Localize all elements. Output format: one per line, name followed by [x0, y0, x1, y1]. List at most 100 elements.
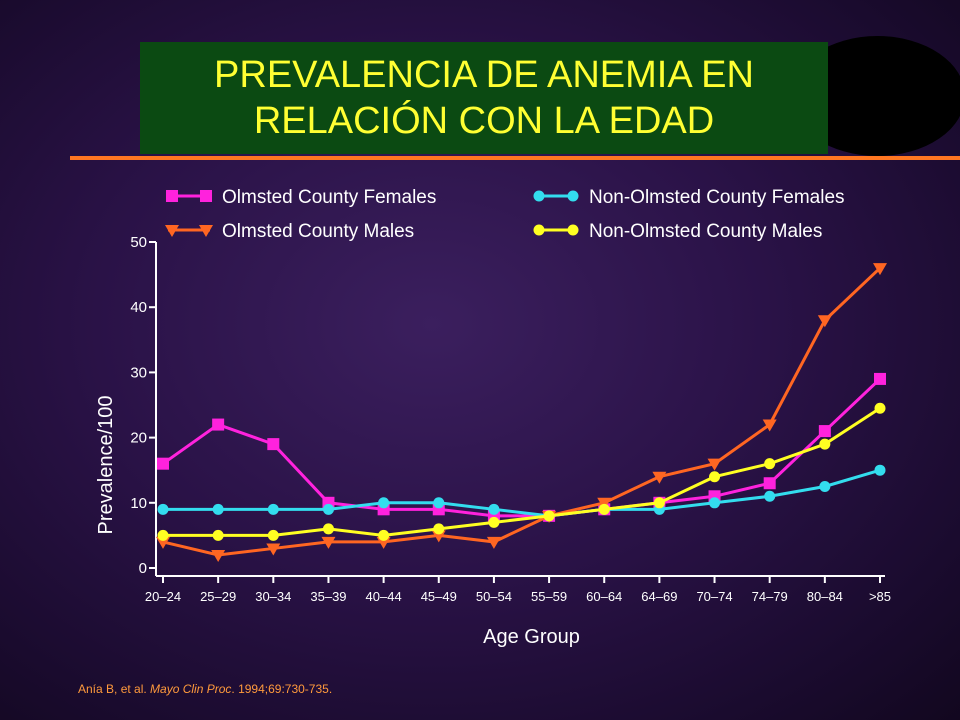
chart-axes: 0 10 20 30 40 50 20–24 25–29 30–34 35–39 40–44 45–4… — [95, 234, 891, 648]
citation-suffix: . 1994;69:730-735. — [231, 682, 333, 696]
series-non-olmsted-county-females — [157, 464, 886, 522]
x-tick-label: 50–54 — [476, 589, 512, 604]
data-point — [873, 263, 887, 276]
data-point — [764, 458, 776, 470]
series-olmsted-county-females — [157, 372, 886, 522]
x-tick-label: 40–44 — [366, 589, 402, 604]
y-tick-label: 50 — [130, 234, 147, 251]
legend-marker — [200, 190, 212, 202]
slide-title-line2: RELACIÓN CON LA EDAD — [253, 100, 715, 142]
data-point — [267, 438, 280, 451]
data-point — [486, 536, 501, 549]
data-point — [431, 530, 446, 543]
data-point — [597, 497, 612, 510]
legend-item: Olmsted County Males — [165, 221, 414, 242]
data-point — [709, 497, 721, 509]
data-point — [321, 536, 336, 549]
x-tick-label: 64–69 — [641, 589, 677, 604]
legend-marker — [533, 190, 545, 202]
series-line — [162, 377, 882, 518]
data-point — [487, 509, 500, 522]
data-point — [817, 315, 832, 328]
legend-marker — [533, 224, 545, 236]
chart-series — [156, 263, 887, 562]
legend-label: Olmsted County Males — [222, 221, 414, 242]
legend-item: Olmsted County Females — [166, 187, 436, 208]
legend-label: Non-Olmsted County Males — [589, 221, 822, 242]
slide-title-line1: PREVALENCIA DE ANEMIA EN — [214, 54, 754, 96]
series-line — [163, 407, 881, 537]
citation: Anía B, et al. Mayo Clin Proc. 1994;69:7… — [78, 682, 332, 696]
series-line — [163, 468, 881, 518]
data-point — [874, 464, 886, 476]
y-tick-label: 40 — [130, 299, 147, 316]
data-point — [267, 529, 279, 541]
data-point — [156, 536, 170, 549]
slide-title: PREVALENCIA DE ANEMIA EN RELACIÓN CON LA… — [140, 42, 828, 154]
data-point — [709, 471, 721, 483]
x-tick-label: 60–64 — [586, 589, 622, 604]
data-point — [819, 438, 831, 450]
data-point — [322, 503, 334, 515]
legend-marker — [567, 224, 579, 236]
data-point — [652, 471, 667, 484]
data-point — [543, 510, 555, 522]
legend-marker — [166, 190, 178, 202]
y-tick-label: 30 — [130, 364, 147, 381]
data-point — [874, 402, 886, 414]
data-point — [764, 490, 776, 502]
data-point — [763, 477, 776, 490]
series-non-olmsted-county-males — [157, 402, 886, 541]
data-point — [157, 457, 169, 470]
title-divider — [70, 156, 960, 160]
data-point — [376, 536, 391, 549]
data-point — [211, 549, 226, 562]
series-olmsted-county-males — [156, 263, 887, 562]
data-point — [378, 497, 390, 509]
data-point — [157, 529, 169, 541]
data-point — [267, 503, 279, 515]
data-point — [322, 523, 334, 535]
data-point — [488, 503, 500, 515]
data-point — [819, 481, 831, 492]
legend-item: Non-Olmsted County Males — [533, 221, 822, 242]
data-point — [707, 458, 722, 471]
data-point — [598, 503, 610, 515]
x-tick-label: 45–49 — [421, 589, 457, 604]
x-tick-label: 25–29 — [200, 589, 236, 604]
x-tick-label: 70–74 — [696, 589, 732, 604]
series-line — [162, 266, 882, 557]
legend-label: Non-Olmsted County Females — [589, 187, 845, 208]
x-axis-title: Age Group — [483, 626, 580, 648]
data-point — [433, 497, 445, 509]
x-tick-label: 74–79 — [752, 589, 788, 604]
data-point — [762, 419, 777, 432]
legend-marker — [165, 225, 179, 237]
data-point — [212, 503, 224, 515]
citation-prefix: Anía B, et al. — [78, 682, 151, 696]
x-tick-label: 55–59 — [531, 589, 567, 604]
data-point — [266, 543, 281, 556]
y-tick-label: 0 — [139, 560, 147, 577]
data-point — [653, 497, 665, 509]
x-tick-label: 80–84 — [807, 589, 843, 604]
data-point — [212, 529, 224, 541]
data-point — [212, 418, 225, 431]
data-point — [157, 503, 169, 515]
y-tick-label: 10 — [130, 495, 147, 512]
y-axis-title: Prevalence/100 — [95, 396, 117, 535]
data-point — [433, 523, 445, 535]
data-point — [378, 529, 390, 541]
legend-marker — [199, 225, 213, 237]
y-tick-label: 20 — [130, 430, 147, 447]
data-point — [488, 516, 500, 528]
citation-journal: Mayo Clin Proc — [150, 682, 232, 696]
x-tick-label: 20–24 — [145, 589, 181, 604]
data-point — [818, 425, 831, 438]
legend-item: Non-Olmsted County Females — [533, 187, 845, 208]
legend-label: Olmsted County Females — [222, 187, 436, 208]
legend-marker — [567, 190, 579, 202]
x-tick-label: 30–34 — [255, 589, 291, 604]
data-point — [874, 372, 886, 385]
